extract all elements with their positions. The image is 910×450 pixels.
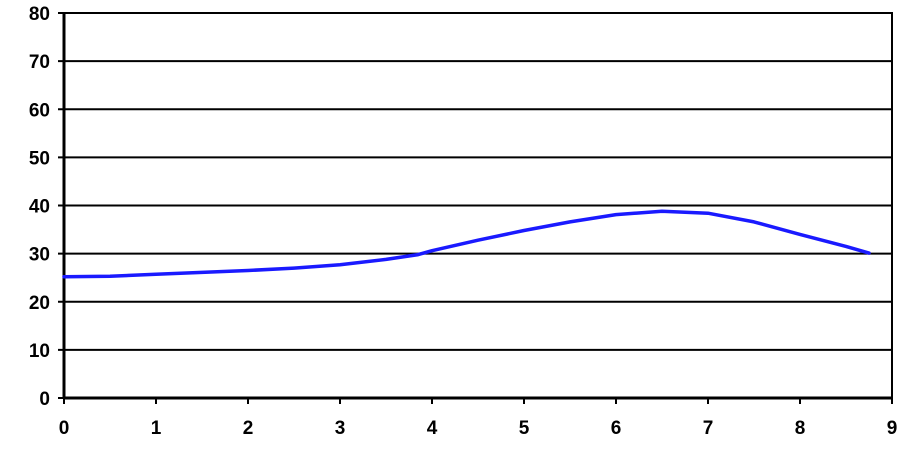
y-tick-label: 40 (29, 197, 50, 218)
x-tick-label: 1 (151, 418, 162, 439)
x-tick-label: 8 (795, 418, 806, 439)
x-tick-label: 2 (243, 418, 254, 439)
series-line-0 (62, 209, 871, 279)
gridlines (64, 12, 892, 351)
axes (58, 12, 893, 404)
y-tick-label: 70 (29, 52, 50, 73)
tick-labels: 0 10 20 30 40 50 60 70 80 0 1 2 3 4 5 6 7 8 9 (29, 4, 897, 439)
x-tick-label: 6 (611, 418, 622, 439)
y-tick-label: 60 (29, 100, 50, 121)
x-tick-label: 0 (59, 418, 70, 439)
y-tick-label: 0 (39, 389, 50, 410)
x-tick-label: 7 (703, 418, 714, 439)
series (62, 209, 871, 279)
x-tick-label: 4 (427, 418, 438, 439)
y-tick-label: 50 (29, 148, 50, 169)
y-tick-label: 30 (29, 245, 50, 266)
x-tick-label: 3 (335, 418, 346, 439)
x-tick-label: 5 (519, 418, 530, 439)
x-tick-label: 9 (887, 418, 898, 439)
y-tick-label: 10 (29, 341, 50, 362)
y-tick-label: 20 (29, 293, 50, 314)
y-tick-label: 80 (29, 4, 50, 25)
